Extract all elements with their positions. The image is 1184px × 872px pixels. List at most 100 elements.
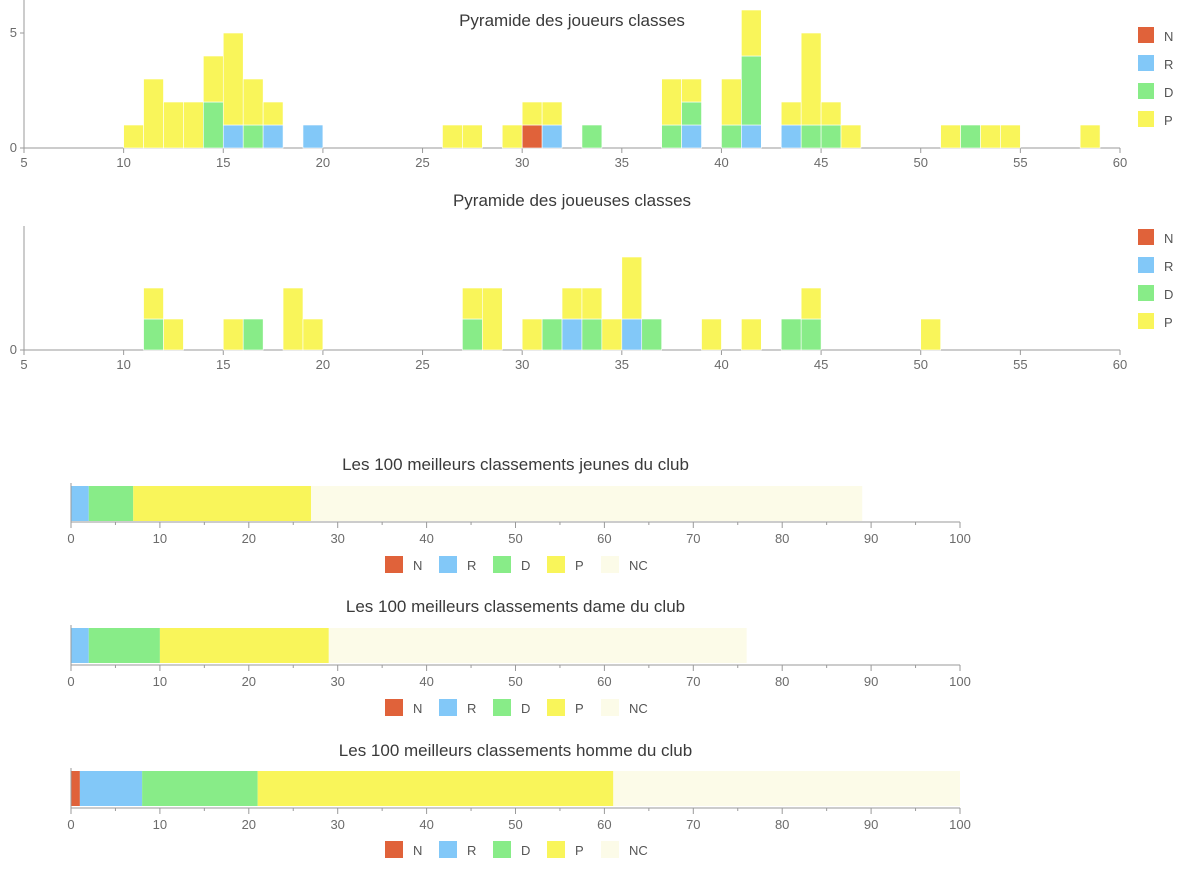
hist-bar-D-segment[interactable] (800, 318, 822, 351)
hist-bar-P-segment[interactable] (920, 318, 941, 351)
bar-segment-R[interactable] (71, 628, 89, 663)
hist-bar-R-segment[interactable] (302, 124, 324, 149)
bar-segment-P[interactable] (159, 628, 329, 663)
hist-bar-D-segment[interactable] (581, 318, 603, 351)
chart-hist-men: Pyramide des joueurs classes 5 10 15 20 25 30 3… (10, 0, 1173, 170)
hist-bar-D-segment[interactable] (960, 124, 981, 149)
hist-bar-D-segment[interactable] (800, 124, 822, 149)
hist-bar-R-segment[interactable] (681, 124, 702, 149)
hist-bar-R-segment[interactable] (741, 124, 762, 149)
hist-bar-P-segment[interactable] (780, 101, 802, 126)
legend-swatch-P (1138, 111, 1154, 127)
hist-bar-P-segment[interactable] (262, 101, 284, 126)
hist-bar-P-segment[interactable] (1079, 124, 1101, 149)
hist-bar-P-segment[interactable] (163, 318, 184, 351)
hist-bar-R-segment[interactable] (262, 124, 284, 149)
hist-bar-P-segment[interactable] (222, 32, 244, 126)
hist-bar-P-segment[interactable] (741, 318, 762, 351)
bar-segment-D[interactable] (88, 486, 134, 521)
hist-bar-P-segment[interactable] (282, 287, 304, 351)
hist-bar-P-segment[interactable] (601, 318, 623, 351)
hist-bar-D-segment[interactable] (203, 101, 224, 149)
hist-bar-P-segment[interactable] (721, 78, 742, 126)
hist-bar-P-segment[interactable] (1000, 124, 1021, 149)
hist-bar-P-segment[interactable] (980, 124, 1001, 149)
bar-segment-P[interactable] (133, 486, 312, 521)
hist-bar-P-segment[interactable] (681, 78, 702, 103)
hist-bar-D-segment[interactable] (541, 318, 563, 351)
hist-bar-P-segment[interactable] (462, 287, 483, 320)
hist-bar-P-segment[interactable] (621, 256, 643, 320)
hist-bar-N-segment[interactable] (521, 124, 543, 149)
hist-bar-R-segment[interactable] (780, 124, 802, 149)
hist-bar-D-segment[interactable] (581, 124, 603, 149)
hist-bar-P-segment[interactable] (143, 78, 164, 149)
bar-segment-NC[interactable] (613, 771, 960, 806)
bar-segment-NC[interactable] (328, 628, 747, 663)
hist-bar-P-segment[interactable] (661, 78, 682, 126)
hist-bar-D-segment[interactable] (462, 318, 483, 351)
hist-bar-P-segment[interactable] (820, 101, 842, 126)
x-tick-label: 0 (67, 531, 74, 546)
legend-label-P: P (1164, 315, 1173, 330)
hist-bar-P-segment[interactable] (203, 55, 224, 103)
legend-label-P: P (1164, 113, 1173, 128)
hist-bar-P-segment[interactable] (501, 124, 523, 149)
hist-bar-R-segment[interactable] (541, 124, 563, 149)
hist-bar-P-segment[interactable] (123, 124, 144, 149)
hist-bar-P-segment[interactable] (163, 101, 184, 149)
hist-bar-P-segment[interactable] (442, 124, 463, 149)
hist-bar-P-segment[interactable] (143, 287, 164, 320)
hist-bar-R-segment[interactable] (561, 318, 583, 351)
hist-bar-P-segment[interactable] (561, 287, 583, 320)
x-tick-label: 45 (814, 357, 828, 372)
bar-segment-D[interactable] (88, 628, 160, 663)
hist-bar-P-segment[interactable] (701, 318, 722, 351)
hist-bar-D-segment[interactable] (641, 318, 662, 351)
hist-bar-D-segment[interactable] (242, 124, 264, 149)
hist-bar-D-segment[interactable] (681, 101, 702, 126)
hist-bar-P-segment[interactable] (521, 101, 543, 126)
hist-bar-D-segment[interactable] (661, 124, 682, 149)
hist-bar-P-segment[interactable] (581, 287, 603, 320)
hist-bar-D-segment[interactable] (143, 318, 164, 351)
x-tick-label: 20 (242, 817, 256, 832)
bar-segment-NC[interactable] (311, 486, 863, 521)
hist-bar-D-segment[interactable] (780, 318, 802, 351)
hist-bar-D-segment[interactable] (721, 124, 742, 149)
hist-bar-P-segment[interactable] (242, 78, 264, 126)
legend-swatch-D (493, 556, 511, 573)
bar-segment-R[interactable] (71, 486, 89, 521)
hist-bar-P-segment[interactable] (940, 124, 961, 149)
hist-bar-P-segment[interactable] (462, 124, 483, 149)
hist-bar-P-segment[interactable] (521, 318, 543, 351)
hist-bar-P-segment[interactable] (741, 9, 762, 57)
x-tick-label: 25 (415, 357, 429, 372)
hist-bar-P-segment[interactable] (222, 318, 244, 351)
hist-bar-D-segment[interactable] (741, 55, 762, 126)
x-tick-label: 30 (330, 531, 344, 546)
x-tick-label: 50 (913, 155, 927, 170)
hist-bar-D-segment[interactable] (242, 318, 264, 351)
hist-bar-P-segment[interactable] (800, 287, 822, 320)
hist-bar-P-segment[interactable] (541, 101, 563, 126)
x-tick-label: 10 (153, 674, 167, 689)
bar-segment-D[interactable] (142, 771, 258, 806)
bar-segment-R[interactable] (79, 771, 143, 806)
bar-segment-P[interactable] (257, 771, 614, 806)
x-tick-label: 40 (714, 357, 728, 372)
hist-bar-P-segment[interactable] (482, 287, 503, 351)
hist-bar-R-segment[interactable] (222, 124, 244, 149)
legend-swatch-D (493, 841, 511, 858)
x-tick-label: 5 (20, 357, 27, 372)
x-tick-label: 60 (597, 674, 611, 689)
hist-bar-P-segment[interactable] (183, 101, 204, 149)
legend-label-N: N (413, 558, 422, 573)
x-tick-label: 40 (419, 674, 433, 689)
hist-bar-P-segment[interactable] (840, 124, 862, 149)
hist-bar-P-segment[interactable] (302, 318, 324, 351)
bar-segment-N[interactable] (71, 771, 80, 806)
hist-bar-D-segment[interactable] (820, 124, 842, 149)
hist-bar-P-segment[interactable] (800, 32, 822, 126)
hist-bar-R-segment[interactable] (621, 318, 643, 351)
